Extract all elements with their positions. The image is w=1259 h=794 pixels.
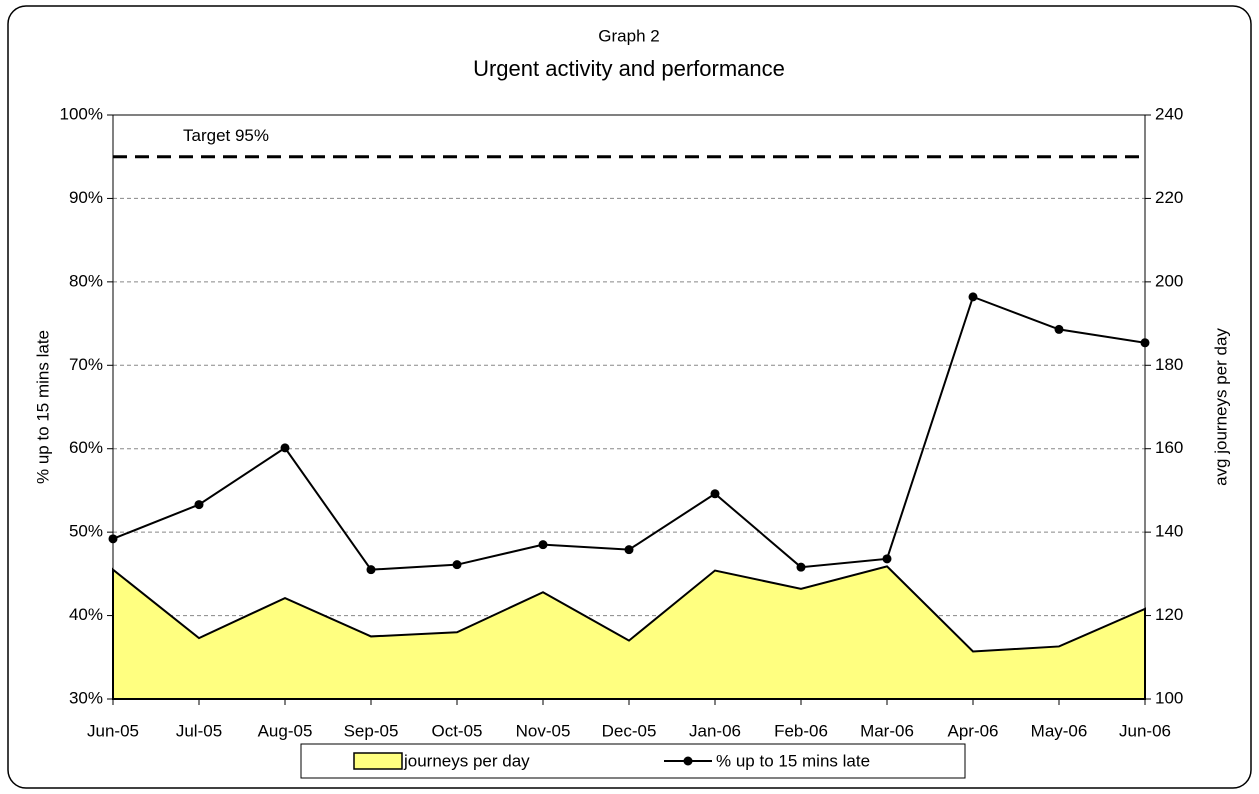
y-tick-label: 100% — [60, 104, 103, 123]
point — [710, 489, 720, 499]
point — [796, 562, 806, 572]
area — [112, 565, 1146, 700]
point — [366, 565, 376, 575]
point — [452, 560, 462, 570]
x-tick-label: Jan-06 — [689, 721, 741, 740]
legend-label: % up to 15 mins late — [716, 751, 870, 770]
y2-tick-label: 180 — [1155, 355, 1183, 374]
y-tick-label: 80% — [69, 271, 103, 290]
x-tick-label: Jun-05 — [87, 721, 139, 740]
x-tick-label: Nov-05 — [516, 721, 571, 740]
legend-point — [683, 756, 693, 766]
legend-label: journeys per day — [403, 751, 530, 770]
x-tick-label: Jun-06 — [1119, 721, 1171, 740]
y2-tick-label: 200 — [1155, 271, 1183, 290]
chart-subtitle: Urgent activity and performance — [473, 56, 785, 81]
legend-box — [300, 743, 966, 779]
y-tick-label: 90% — [69, 188, 103, 207]
point — [538, 540, 548, 550]
point — [968, 292, 978, 302]
x-tick-label: Apr-06 — [947, 721, 998, 740]
legend-swatch — [353, 752, 403, 770]
y2-tick-label: 120 — [1155, 605, 1183, 624]
x-tick-label: May-06 — [1031, 721, 1088, 740]
y-tick-label: 60% — [69, 438, 103, 457]
x-tick-label: Oct-05 — [431, 721, 482, 740]
y-axis-label: % up to 15 mins late — [33, 330, 52, 484]
x-tick-label: Aug-05 — [258, 721, 313, 740]
x-tick-label: Feb-06 — [774, 721, 828, 740]
x-tick-label: Mar-06 — [860, 721, 914, 740]
y2-tick-label: 240 — [1155, 104, 1183, 123]
y-tick-label: 30% — [69, 688, 103, 707]
y2-tick-label: 100 — [1155, 688, 1183, 707]
chart-title: Graph 2 — [598, 26, 659, 45]
target-label: Target 95% — [183, 126, 269, 145]
y2-tick-label: 140 — [1155, 522, 1183, 541]
y-tick-label: 50% — [69, 522, 103, 541]
point — [624, 545, 634, 555]
x-tick-label: Sep-05 — [344, 721, 399, 740]
point — [194, 500, 204, 510]
point — [280, 443, 290, 453]
x-tick-label: Dec-05 — [602, 721, 657, 740]
point — [1054, 324, 1064, 334]
y2-tick-label: 220 — [1155, 188, 1183, 207]
point — [882, 554, 892, 564]
x-tick-label: Jul-05 — [176, 721, 222, 740]
y-tick-label: 70% — [69, 355, 103, 374]
chart-border — [7, 5, 1252, 789]
y2-axis-label: avg journeys per day — [1211, 328, 1230, 486]
y-tick-label: 40% — [69, 605, 103, 624]
y2-tick-label: 160 — [1155, 438, 1183, 457]
